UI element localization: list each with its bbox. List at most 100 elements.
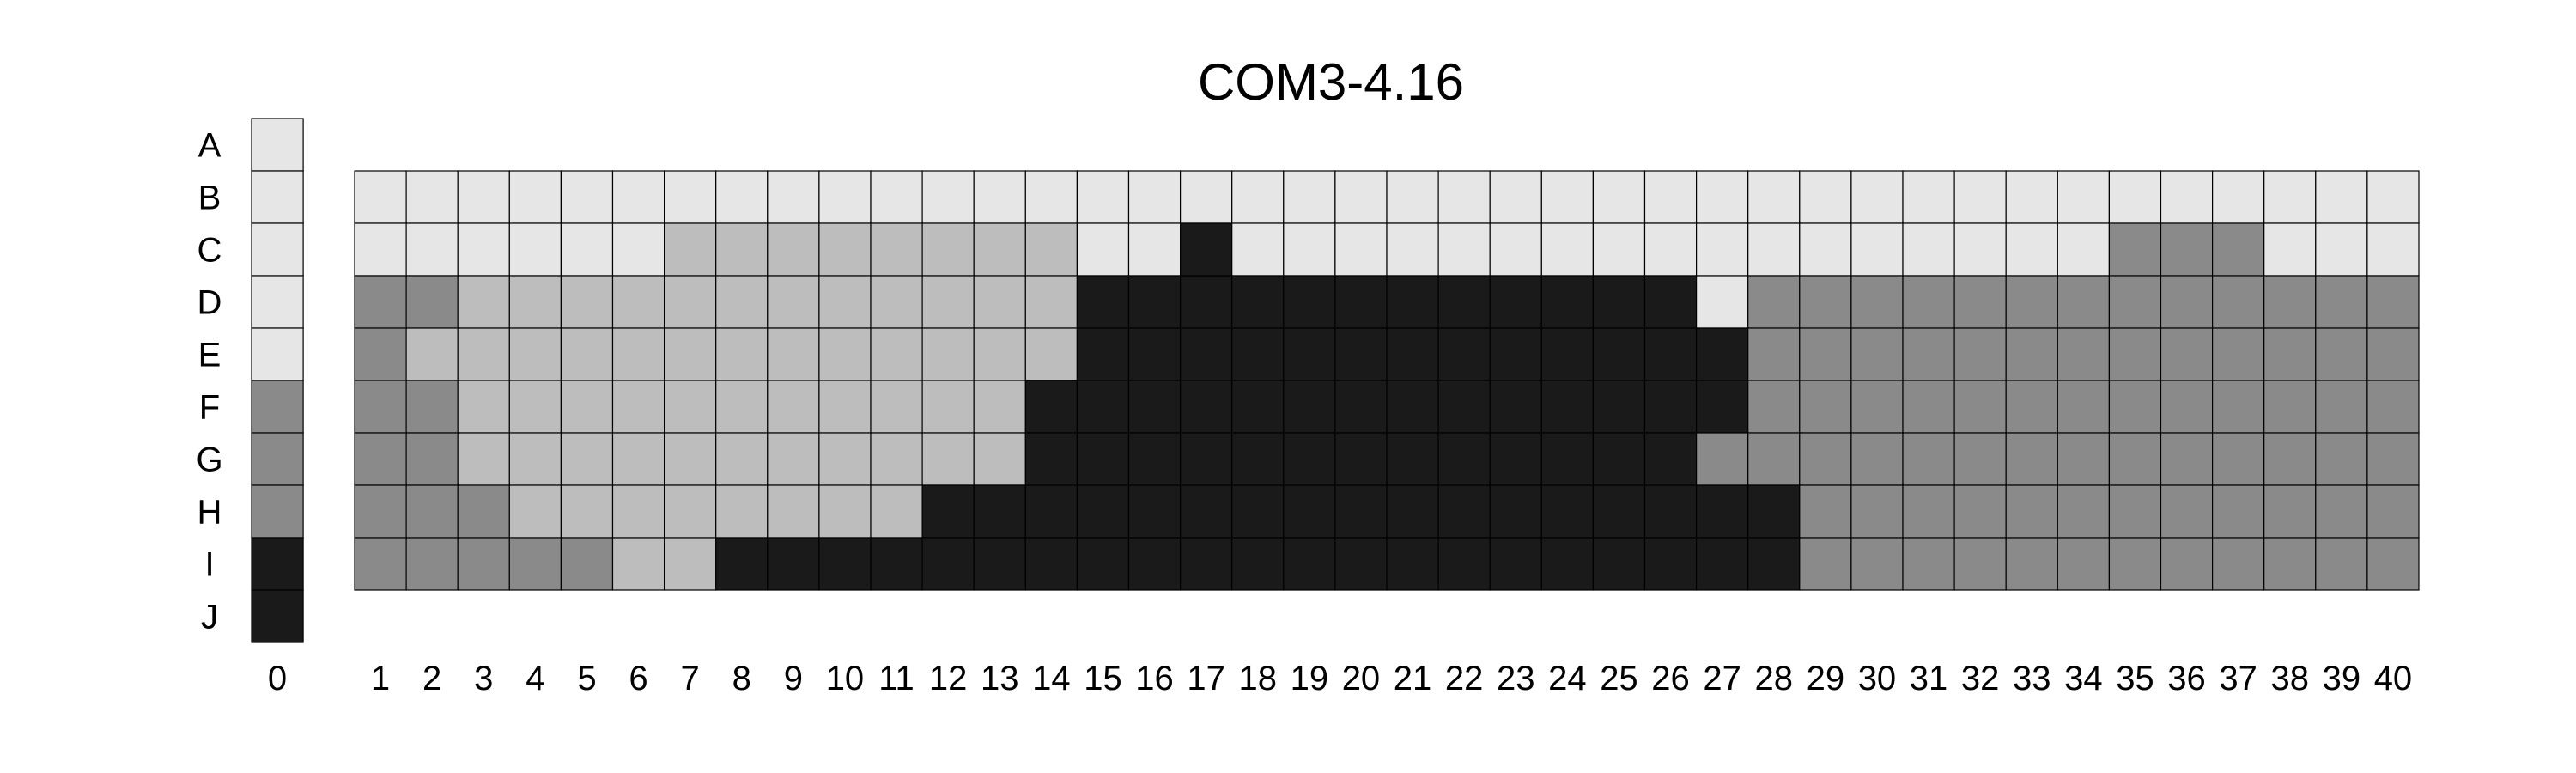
cell-e-15 xyxy=(1076,327,1130,381)
cell-g-4 xyxy=(508,432,562,486)
cell-e-8 xyxy=(715,327,769,381)
cell-h-38 xyxy=(2263,484,2317,539)
column-label-10: 10 xyxy=(826,660,865,697)
cell-f-34 xyxy=(2057,380,2111,434)
cell-i-29 xyxy=(1799,537,1852,591)
cell-f-31 xyxy=(1902,380,1955,434)
cell-f-18 xyxy=(1231,380,1285,434)
cell-b-21 xyxy=(1386,170,1439,224)
reference-cell-d xyxy=(251,275,304,329)
column-label-15: 15 xyxy=(1084,660,1122,697)
cell-h-31 xyxy=(1902,484,1955,539)
cell-e-10 xyxy=(818,327,872,381)
cell-h-29 xyxy=(1799,484,1852,539)
cell-c-16 xyxy=(1127,222,1182,277)
cell-h-16 xyxy=(1127,484,1182,539)
cell-b-26 xyxy=(1643,170,1698,224)
cell-c-35 xyxy=(2108,222,2162,277)
cell-g-3 xyxy=(457,432,510,486)
cell-e-3 xyxy=(457,327,510,381)
cell-e-16 xyxy=(1127,327,1182,381)
cell-b-31 xyxy=(1902,170,1955,224)
cell-e-14 xyxy=(1024,327,1078,381)
cell-e-7 xyxy=(663,327,717,381)
column-label-14: 14 xyxy=(1032,660,1071,697)
cell-b-30 xyxy=(1850,170,1904,224)
cell-b-32 xyxy=(1953,170,2007,224)
cell-d-35 xyxy=(2108,275,2162,329)
cell-e-31 xyxy=(1902,327,1955,381)
cell-c-18 xyxy=(1231,222,1285,277)
cell-c-26 xyxy=(1643,222,1698,277)
cell-i-8 xyxy=(715,537,769,591)
cell-g-11 xyxy=(870,432,923,486)
cell-f-9 xyxy=(767,380,820,434)
cell-d-29 xyxy=(1799,275,1852,329)
column-label-32: 32 xyxy=(1961,660,2000,697)
cell-d-2 xyxy=(405,275,459,329)
cell-h-3 xyxy=(457,484,510,539)
cell-g-16 xyxy=(1127,432,1182,486)
cell-f-32 xyxy=(1953,380,2007,434)
column-label-19: 19 xyxy=(1291,660,1329,697)
cell-c-15 xyxy=(1076,222,1130,277)
cell-e-26 xyxy=(1643,327,1698,381)
cell-e-24 xyxy=(1540,327,1595,381)
cell-i-17 xyxy=(1179,537,1233,591)
cell-b-24 xyxy=(1540,170,1595,224)
chart-title: COM3-4.16 xyxy=(1198,53,1464,111)
cell-d-28 xyxy=(1747,275,1801,329)
cell-f-16 xyxy=(1127,380,1182,434)
cell-f-21 xyxy=(1386,380,1439,434)
column-label-11: 11 xyxy=(878,660,914,697)
cell-d-7 xyxy=(663,275,717,329)
cell-d-23 xyxy=(1489,275,1542,329)
cell-g-33 xyxy=(2005,432,2058,486)
cell-i-15 xyxy=(1076,537,1130,591)
cell-c-11 xyxy=(870,222,923,277)
cell-d-24 xyxy=(1540,275,1595,329)
cell-c-39 xyxy=(2315,222,2368,277)
cell-f-11 xyxy=(870,380,923,434)
cell-b-33 xyxy=(2005,170,2058,224)
cell-g-10 xyxy=(818,432,872,486)
cell-e-13 xyxy=(973,327,1026,381)
cell-g-2 xyxy=(405,432,459,486)
cell-b-3 xyxy=(457,170,510,224)
cell-i-32 xyxy=(1953,537,2007,591)
column-label-23: 23 xyxy=(1497,660,1535,697)
cell-e-4 xyxy=(508,327,562,381)
column-label-37: 37 xyxy=(2219,660,2257,697)
plate-grid xyxy=(354,170,2420,591)
cell-d-8 xyxy=(715,275,769,329)
cell-b-34 xyxy=(2057,170,2111,224)
cell-f-24 xyxy=(1540,380,1595,434)
cell-c-10 xyxy=(818,222,872,277)
column-label-9: 9 xyxy=(784,660,803,697)
cell-f-23 xyxy=(1489,380,1542,434)
reference-cell-i xyxy=(251,537,304,591)
column-label-31: 31 xyxy=(1910,660,1948,697)
cell-f-4 xyxy=(508,380,562,434)
column-label-24: 24 xyxy=(1548,660,1587,697)
cell-e-38 xyxy=(2263,327,2317,381)
cell-b-15 xyxy=(1076,170,1130,224)
cell-i-1 xyxy=(354,537,407,591)
cell-c-37 xyxy=(2212,222,2265,277)
row-label-d: D xyxy=(197,284,222,322)
cell-d-10 xyxy=(818,275,872,329)
column-label-25: 25 xyxy=(1600,660,1638,697)
row-label-c: C xyxy=(197,232,222,270)
cell-b-10 xyxy=(818,170,872,224)
cell-e-32 xyxy=(1953,327,2007,381)
cell-e-28 xyxy=(1747,327,1801,381)
cell-i-11 xyxy=(870,537,923,591)
cell-h-33 xyxy=(2005,484,2058,539)
column-label-21: 21 xyxy=(1394,660,1432,697)
column-label-28: 28 xyxy=(1755,660,1794,697)
column-labels: 0 1 2 3 4 5 6 7 8 9 10 11 12 13 14 15 16 17 18 19 20 21 22 23 24… xyxy=(268,660,2412,697)
cell-h-40 xyxy=(2366,484,2420,539)
cell-d-30 xyxy=(1850,275,1904,329)
cell-h-8 xyxy=(715,484,769,539)
cell-e-6 xyxy=(611,327,665,381)
